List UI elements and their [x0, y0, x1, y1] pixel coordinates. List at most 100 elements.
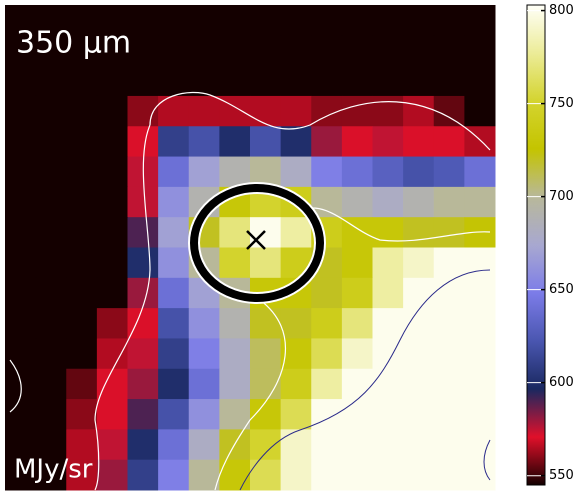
- cell: [35, 95, 67, 127]
- cell: [341, 95, 373, 127]
- cell: [433, 126, 465, 158]
- cell: [403, 95, 435, 127]
- cell: [188, 126, 220, 158]
- contour: [149, 91, 491, 151]
- cell: [341, 126, 373, 158]
- cell: [219, 308, 251, 339]
- cell: [66, 65, 98, 97]
- cell: [372, 459, 404, 491]
- cell: [96, 156, 128, 188]
- cell: [158, 5, 190, 36]
- cell: [35, 217, 67, 248]
- cell: [280, 308, 312, 339]
- cell: [158, 186, 190, 218]
- cell: [5, 126, 37, 158]
- cell: [96, 186, 128, 218]
- cell: [464, 5, 496, 36]
- aperture-ring: [190, 184, 324, 302]
- cell: [403, 277, 435, 309]
- cell: [35, 126, 67, 158]
- cell: [433, 368, 465, 400]
- cell: [464, 277, 496, 309]
- cell: [158, 338, 190, 370]
- cell: [433, 429, 465, 461]
- cell: [5, 399, 37, 430]
- heatmap: [5, 5, 496, 491]
- source-marker: [246, 230, 266, 250]
- band-label: 350 μm: [16, 26, 131, 61]
- cell: [5, 35, 37, 67]
- cell: [403, 459, 435, 491]
- cell: [188, 429, 220, 461]
- cell: [464, 368, 496, 400]
- colorbar-tick-label: 600: [549, 375, 574, 390]
- cell: [96, 368, 128, 400]
- cell: [372, 35, 404, 67]
- cell: [5, 308, 37, 339]
- cell: [280, 126, 312, 158]
- contour: [9, 359, 22, 413]
- cell: [311, 459, 343, 491]
- cell: [280, 399, 312, 430]
- cell: [372, 217, 404, 248]
- cell: [280, 95, 312, 127]
- cell: [341, 65, 373, 97]
- cell: [66, 5, 98, 36]
- cell: [341, 308, 373, 339]
- cell: [158, 217, 190, 248]
- cell: [5, 247, 37, 279]
- cell: [35, 277, 67, 309]
- cell: [5, 429, 37, 461]
- cell: [433, 65, 465, 97]
- cell: [433, 338, 465, 370]
- cell: [5, 5, 37, 36]
- cell: [341, 35, 373, 67]
- cell: [5, 338, 37, 370]
- cell: [127, 399, 159, 430]
- cell: [219, 217, 251, 248]
- cell: [219, 95, 251, 127]
- cell: [433, 5, 465, 36]
- cell: [280, 35, 312, 67]
- cell: [403, 429, 435, 461]
- cell: [188, 338, 220, 370]
- cell: [250, 65, 282, 97]
- cell: [66, 217, 98, 248]
- colorbar-tick-label: 800: [549, 3, 574, 18]
- cell: [219, 247, 251, 279]
- cell: [96, 308, 128, 339]
- cell: [5, 65, 37, 97]
- cell: [127, 459, 159, 491]
- cell: [464, 65, 496, 97]
- cell: [35, 186, 67, 218]
- cell: [158, 399, 190, 430]
- cell: [96, 217, 128, 248]
- cell: [372, 95, 404, 127]
- colorbar-tick-label: 550: [549, 468, 574, 483]
- cell: [127, 217, 159, 248]
- cell: [311, 126, 343, 158]
- cell: [188, 95, 220, 127]
- cell: [5, 459, 37, 491]
- cell: [127, 338, 159, 370]
- cell: [250, 338, 282, 370]
- cell: [464, 186, 496, 218]
- cell: [464, 399, 496, 430]
- cell: [35, 247, 67, 279]
- cell: [464, 338, 496, 370]
- cell: [464, 247, 496, 279]
- cell: [464, 95, 496, 127]
- cell: [403, 65, 435, 97]
- cell: [219, 35, 251, 67]
- cell: [188, 35, 220, 67]
- cell: [311, 65, 343, 97]
- cell: [127, 247, 159, 279]
- cell: [66, 156, 98, 188]
- cell: [372, 126, 404, 158]
- cell: [127, 429, 159, 461]
- cell: [464, 459, 496, 491]
- contour: [299, 207, 491, 242]
- cell: [96, 338, 128, 370]
- cell: [403, 368, 435, 400]
- cell: [158, 277, 190, 309]
